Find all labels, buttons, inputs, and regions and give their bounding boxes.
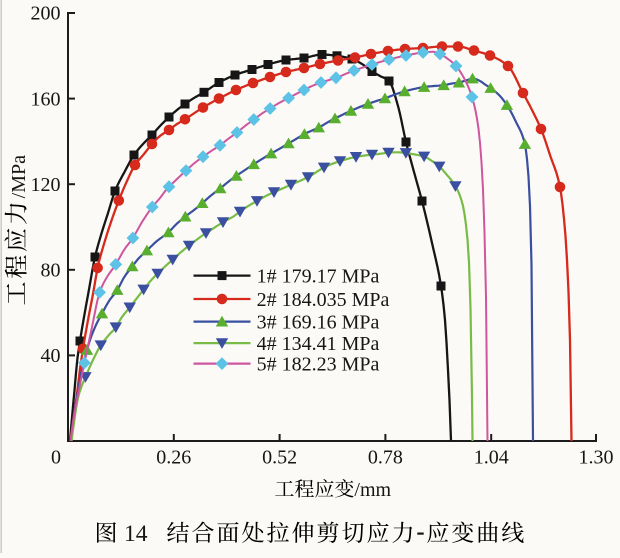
svg-text:0.26: 0.26 [156, 447, 191, 469]
svg-text:40: 40 [41, 345, 61, 367]
svg-text:1# 179.17 MPa: 1# 179.17 MPa [257, 266, 380, 288]
svg-text:160: 160 [31, 88, 61, 110]
svg-text:80: 80 [41, 260, 61, 282]
svg-text:2# 184.035 MPa: 2# 184.035 MPa [257, 289, 390, 311]
svg-text:0: 0 [51, 447, 61, 469]
svg-text:200: 200 [31, 3, 61, 25]
svg-text:0.52: 0.52 [262, 447, 297, 469]
svg-text:1.30: 1.30 [579, 447, 614, 469]
svg-text:4# 134.41 MPa: 4# 134.41 MPa [257, 333, 380, 355]
svg-text:5# 182.23 MPa: 5# 182.23 MPa [257, 354, 380, 376]
svg-text:3# 169.16 MPa: 3# 169.16 MPa [257, 312, 380, 334]
svg-text:1.04: 1.04 [474, 447, 509, 469]
svg-text:0.78: 0.78 [368, 447, 403, 469]
svg-text:/MPa: /MPa [8, 155, 30, 198]
svg-text:120: 120 [31, 174, 61, 196]
svg-text:/mm: /mm [354, 479, 391, 501]
svg-text:14: 14 [124, 521, 148, 547]
